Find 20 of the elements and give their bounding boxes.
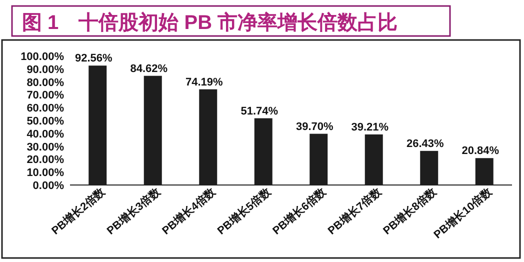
data-label: 39.70% [296,120,334,133]
data-label: 39.21% [351,121,389,134]
y-tick-label: 20.00% [26,154,64,166]
y-tick-label: 90.00% [26,64,64,76]
y-tick-label: 100.00% [20,51,64,63]
chart-title: 图 1 十倍股初始 PB 市净率增长倍数占比 [22,11,398,34]
y-tick-label: 40.00% [26,128,64,140]
y-tick-label: 30.00% [26,141,64,154]
data-label: 51.74% [240,105,278,118]
y-tick-label: 70.00% [26,90,64,102]
y-tick-label: 10.00% [26,167,64,180]
data-label: 84.62% [130,62,168,75]
y-tick-label: 80.00% [26,76,64,89]
data-label: 74.19% [185,76,223,88]
y-tick-label: 60.00% [26,102,64,115]
y-tick-label: 50.00% [26,116,64,128]
data-label: 26.43% [406,138,444,150]
data-label: 92.56% [74,52,112,65]
y-tick-label: 0.00% [32,180,64,192]
data-label: 20.84% [462,145,500,158]
